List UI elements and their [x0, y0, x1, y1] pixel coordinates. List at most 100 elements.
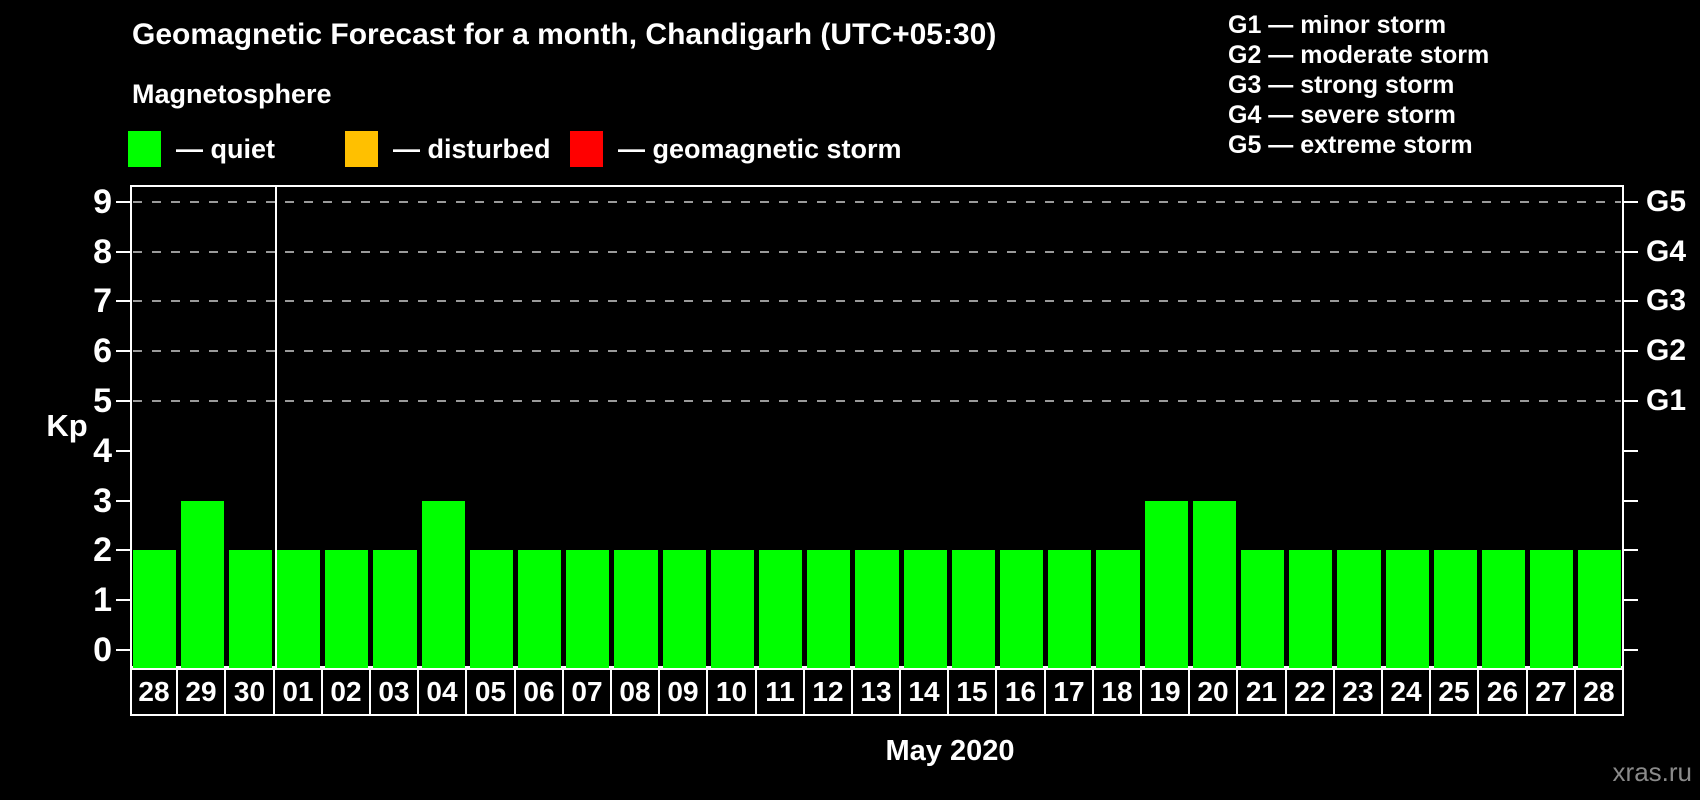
magnetosphere-label: Magnetosphere [132, 79, 332, 109]
day-label-26: 26 [1479, 668, 1528, 716]
quiet-color-swatch [128, 131, 161, 167]
geomagnetic-storm-color-swatch [570, 131, 603, 167]
kp-bar-day-17 [1048, 550, 1092, 668]
day-label-14: 14 [901, 668, 949, 716]
y-tick-left-0 [116, 649, 130, 651]
y-tick-right-3 [1624, 499, 1638, 502]
y-tick-right-9 [1624, 200, 1638, 203]
kp-bar-day-23 [1337, 550, 1381, 668]
y-tick-left-6 [116, 350, 130, 353]
chart-title: Geomagnetic Forecast for a month, Chandi… [132, 18, 997, 51]
kp-bar-day-10 [710, 550, 754, 668]
y-tick-right-8 [1624, 250, 1638, 253]
y-tick-label-9: 9 [93, 182, 112, 221]
watermark: xras.ru [1612, 757, 1692, 787]
day-label-07: 07 [564, 668, 612, 716]
kp-bar-day-20 [1192, 500, 1236, 668]
day-label-22: 22 [1287, 668, 1335, 716]
month-label: May 2020 [885, 735, 1015, 767]
day-label-18: 18 [1094, 668, 1142, 716]
y-tick-right-6 [1624, 350, 1638, 353]
y-tick-left-3 [116, 499, 130, 502]
gridline-kp9 [133, 200, 1621, 203]
day-label-24: 24 [1383, 668, 1431, 716]
kp-bar-day-19 [1144, 500, 1188, 668]
g-scale-line-1: G1 — minor storm [1228, 11, 1447, 39]
day-label-11: 11 [757, 668, 805, 716]
day-label-25: 25 [1431, 668, 1479, 716]
legend-label-disturbed: — disturbed [393, 133, 551, 164]
legend-label-quiet: — quiet [176, 133, 275, 164]
gridline-kp8 [133, 250, 1621, 253]
day-label-04: 04 [419, 668, 467, 716]
y-tick-label-6: 6 [93, 332, 112, 371]
kp-bar-day-12 [807, 550, 851, 668]
kp-bar-day-06 [518, 550, 562, 668]
legend-label-geomagnetic-storm: — geomagnetic storm [618, 133, 902, 164]
kp-bar-day-26 [1481, 550, 1526, 668]
kp-bar-day-16 [999, 550, 1044, 668]
gridline-kp7 [133, 300, 1621, 303]
kp-bar-day-24 [1385, 550, 1429, 668]
day-label-28: 28 [130, 668, 178, 716]
day-label-29: 29 [178, 668, 226, 716]
kp-bar-day-21 [1240, 550, 1285, 668]
kp-bar-day-02 [325, 550, 369, 668]
y-tick-label-4: 4 [93, 431, 112, 470]
y-tick-right-1 [1624, 599, 1638, 602]
kp-bar-day-25 [1433, 550, 1477, 668]
kp-bar-day-09 [662, 550, 706, 668]
y-tick-left-9 [116, 200, 130, 203]
month-separator [274, 187, 277, 666]
day-label-01: 01 [275, 668, 323, 716]
day-label-06: 06 [516, 668, 564, 716]
y-tick-left-5 [116, 400, 130, 402]
y-tick-label-2: 2 [93, 531, 112, 570]
legend-item-geomagnetic-storm: — geomagnetic storm [570, 130, 902, 168]
y-tick-right-4 [1624, 449, 1638, 452]
y-axis-title: Kp [46, 408, 88, 443]
y-tick-left-1 [116, 599, 130, 602]
kp-bar-day-22 [1289, 550, 1333, 668]
g-level-label-g3: G3 [1646, 284, 1687, 318]
day-label-05: 05 [467, 668, 516, 716]
g-level-label-g5: G5 [1646, 184, 1687, 218]
legend-item-quiet: — quiet [128, 130, 275, 168]
y-tick-label-5: 5 [93, 382, 112, 420]
y-tick-left-8 [116, 250, 130, 253]
kp-bar-day-03 [373, 550, 417, 668]
day-label-12: 12 [805, 668, 853, 716]
y-tick-left-4 [116, 449, 130, 452]
g-level-label-g1: G1 [1646, 384, 1687, 417]
legend-item-disturbed: — disturbed [345, 130, 551, 168]
y-tick-right-0 [1624, 649, 1638, 651]
g-scale-legend: G1 — minor storm G2 — moderate storm G3 — … [1228, 10, 1489, 160]
kp-bar-day-01 [277, 550, 321, 668]
g-scale-line-3: G3 — strong storm [1228, 71, 1455, 99]
y-tick-label-0: 0 [93, 631, 112, 669]
kp-bar-day-29 [180, 500, 224, 668]
g-level-label-g2: G2 [1646, 334, 1687, 368]
g-scale-line-2: G2 — moderate storm [1228, 41, 1490, 69]
kp-bar-day-07 [566, 550, 610, 668]
day-label-19: 19 [1142, 668, 1190, 716]
day-label-03: 03 [371, 668, 419, 716]
g-scale-line-5: G5 — extreme storm [1228, 131, 1473, 159]
y-tick-right-5 [1624, 400, 1638, 402]
g-scale-line-4: G4 — severe storm [1228, 101, 1456, 129]
g-level-label-g4: G4 [1646, 234, 1687, 268]
day-label-21: 21 [1238, 668, 1287, 716]
kp-bar-day-28 [1578, 550, 1622, 668]
day-label-02: 02 [323, 668, 371, 716]
disturbed-color-swatch [345, 131, 378, 167]
day-label-09: 09 [660, 668, 708, 716]
y-tick-label-8: 8 [93, 232, 112, 271]
y-tick-label-3: 3 [93, 481, 112, 520]
kp-bar-day-30 [228, 550, 273, 668]
kp-bar-day-08 [614, 550, 658, 668]
day-label-10: 10 [708, 668, 757, 716]
y-tick-left-7 [116, 300, 130, 303]
day-label-13: 13 [853, 668, 901, 716]
y-tick-left-2 [116, 549, 130, 552]
